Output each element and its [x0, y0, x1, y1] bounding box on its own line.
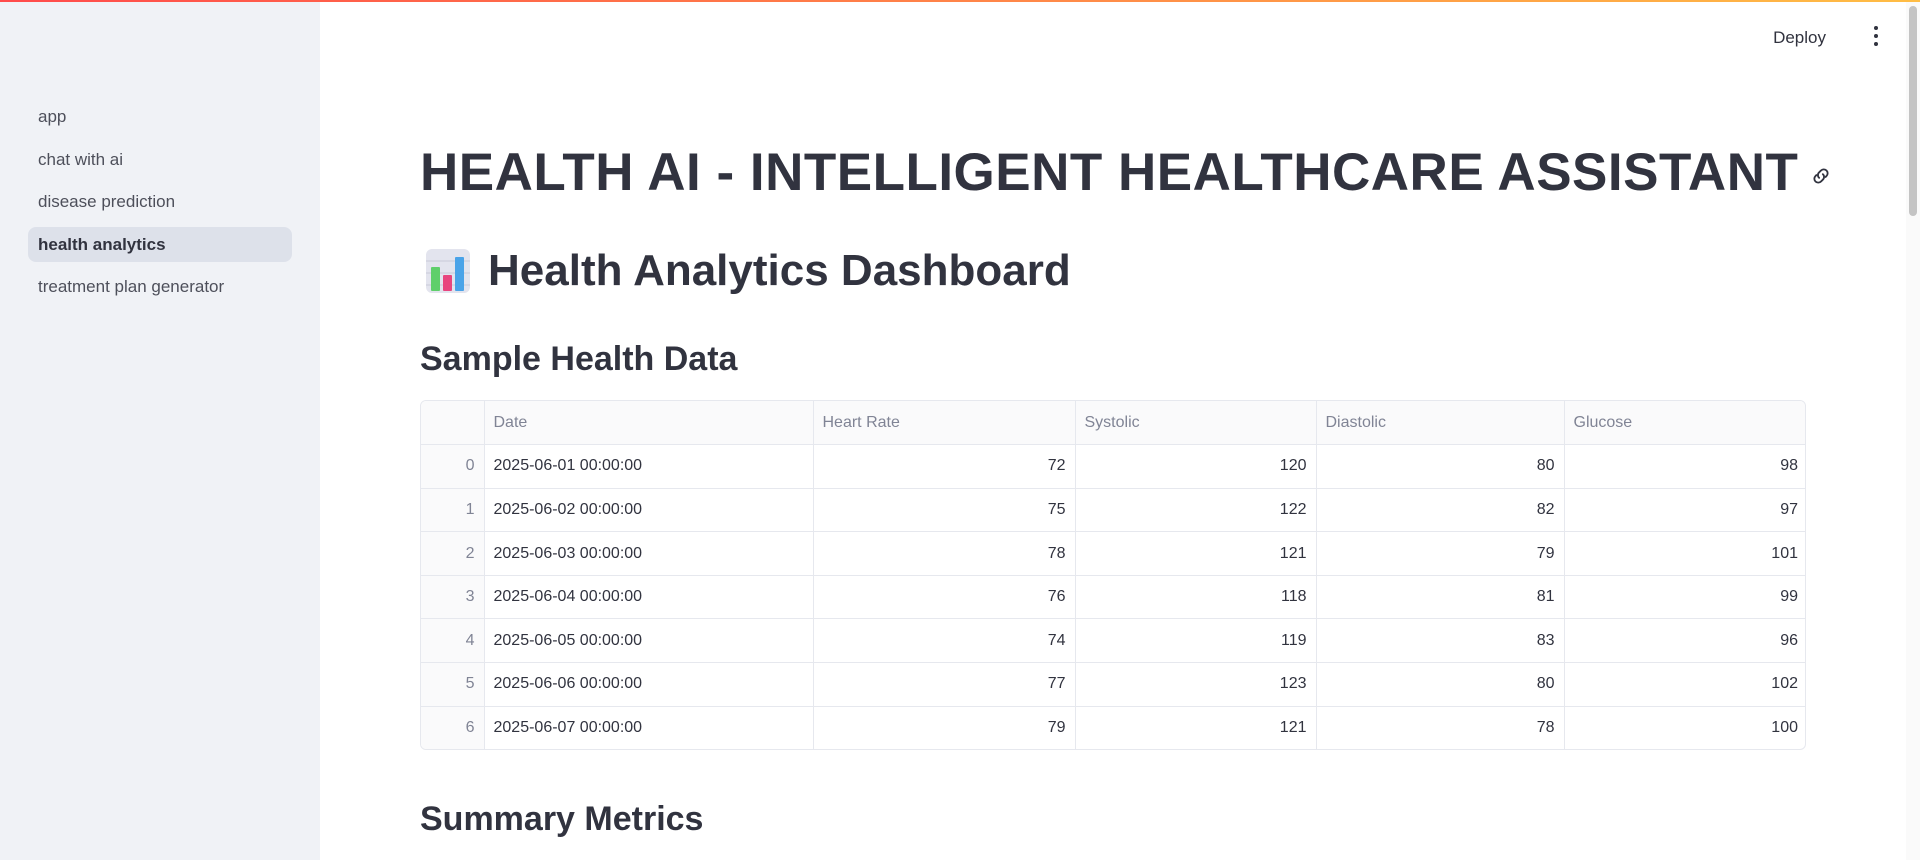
column-header-heart-rate[interactable]: Heart Rate [813, 401, 1076, 446]
cell-systolic[interactable]: 122 [1075, 488, 1317, 533]
cell-diastolic[interactable]: 81 [1316, 575, 1565, 620]
cell-systolic[interactable]: 123 [1075, 662, 1317, 707]
cell-glucose[interactable]: 98 [1564, 444, 1805, 489]
cell-systolic[interactable]: 119 [1075, 618, 1317, 664]
row-index: 4 [421, 618, 485, 664]
dashboard-heading: Health Analytics Dashboard [424, 246, 1071, 296]
cell-date[interactable]: 2025-06-04 00:00:00 [484, 575, 814, 620]
row-index: 2 [421, 531, 485, 576]
table-header-row: Date Heart Rate Systolic Diastolic Gluco… [421, 401, 1805, 446]
cell-systolic[interactable]: 121 [1075, 531, 1317, 576]
sidebar-item-disease-prediction[interactable]: disease prediction [38, 192, 176, 211]
row-index: 0 [421, 444, 485, 489]
sidebar-item-chat-with-ai[interactable]: chat with ai [38, 149, 124, 169]
sidebar: app chat with ai disease prediction heal… [0, 0, 320, 860]
cell-systolic[interactable]: 120 [1075, 444, 1317, 489]
table-row: 0 2025-06-01 00:00:00 72 120 80 98 [421, 444, 1805, 489]
table-row: 2 2025-06-03 00:00:00 78 121 79 101 [421, 531, 1805, 576]
bar-chart-icon [426, 249, 470, 293]
cell-diastolic[interactable]: 79 [1316, 531, 1565, 576]
cell-diastolic[interactable]: 83 [1316, 618, 1565, 664]
cell-glucose[interactable]: 97 [1564, 488, 1805, 533]
dashboard-heading-text: Health Analytics Dashboard [488, 246, 1071, 295]
scrollbar[interactable] [1906, 0, 1920, 860]
sample-data-heading: Sample Health Data [420, 340, 738, 378]
row-index: 5 [421, 662, 485, 707]
cell-date[interactable]: 2025-06-02 00:00:00 [484, 488, 814, 533]
sidebar-item-health-analytics[interactable]: health analytics [28, 226, 292, 262]
cell-diastolic[interactable]: 80 [1316, 444, 1565, 489]
page-title: HEALTH AI - INTELLIGENT HEALTHCARE ASSIS… [420, 142, 1832, 203]
sidebar-item-app[interactable]: app [38, 107, 67, 126]
cell-diastolic[interactable]: 78 [1316, 706, 1565, 749]
cell-heart-rate[interactable]: 78 [813, 531, 1076, 576]
row-index: 1 [421, 488, 485, 533]
table-row: 1 2025-06-02 00:00:00 75 122 82 97 [421, 488, 1805, 533]
row-index: 3 [421, 575, 485, 620]
health-data-table[interactable]: Date Heart Rate Systolic Diastolic Gluco… [420, 400, 1806, 750]
cell-heart-rate[interactable]: 79 [813, 706, 1076, 749]
column-header-glucose[interactable]: Glucose [1564, 401, 1805, 446]
cell-glucose[interactable]: 99 [1564, 575, 1805, 620]
cell-date[interactable]: 2025-06-06 00:00:00 [484, 662, 814, 707]
table-row: 4 2025-06-05 00:00:00 74 119 83 96 [421, 618, 1805, 664]
cell-heart-rate[interactable]: 75 [813, 488, 1076, 533]
page-title-text: HEALTH AI - INTELLIGENT HEALTHCARE ASSIS… [420, 143, 1799, 202]
scrollbar-thumb[interactable] [1909, 6, 1917, 216]
column-header-systolic[interactable]: Systolic [1075, 401, 1317, 446]
column-header-date[interactable]: Date [484, 401, 814, 446]
cell-date[interactable]: 2025-06-01 00:00:00 [484, 444, 814, 489]
cell-heart-rate[interactable]: 77 [813, 662, 1076, 707]
cell-glucose[interactable]: 102 [1564, 662, 1805, 707]
table-row: 3 2025-06-04 00:00:00 76 118 81 99 [421, 575, 1805, 620]
cell-heart-rate[interactable]: 76 [813, 575, 1076, 620]
cell-systolic[interactable]: 118 [1075, 575, 1317, 620]
cell-heart-rate[interactable]: 74 [813, 618, 1076, 664]
table-row: 6 2025-06-07 00:00:00 79 121 78 100 [421, 706, 1805, 749]
link-icon[interactable] [1810, 165, 1832, 187]
cell-diastolic[interactable]: 80 [1316, 662, 1565, 707]
top-accent-line [0, 0, 1920, 2]
table-row: 5 2025-06-06 00:00:00 77 123 80 102 [421, 662, 1805, 707]
column-header-index[interactable] [421, 401, 485, 446]
app-header: Deploy [1520, 0, 1920, 72]
kebab-menu-icon[interactable] [1864, 24, 1888, 48]
summary-metrics-heading: Summary Metrics [420, 800, 704, 838]
column-header-diastolic[interactable]: Diastolic [1316, 401, 1565, 446]
data-grid: Date Heart Rate Systolic Diastolic Gluco… [421, 401, 1805, 749]
row-index: 6 [421, 706, 485, 749]
cell-glucose[interactable]: 96 [1564, 618, 1805, 664]
main-content: HEALTH AI - INTELLIGENT HEALTHCARE ASSIS… [420, 0, 1829, 860]
cell-date[interactable]: 2025-06-07 00:00:00 [484, 706, 814, 749]
sidebar-item-treatment-plan-generator[interactable]: treatment plan generator [38, 277, 225, 296]
cell-heart-rate[interactable]: 72 [813, 444, 1076, 489]
cell-glucose[interactable]: 101 [1564, 531, 1805, 576]
cell-diastolic[interactable]: 82 [1316, 488, 1565, 533]
cell-date[interactable]: 2025-06-03 00:00:00 [484, 531, 814, 576]
cell-glucose[interactable]: 100 [1771, 719, 1798, 737]
cell-systolic[interactable]: 121 [1075, 706, 1317, 749]
deploy-button[interactable]: Deploy [1773, 28, 1826, 47]
cell-date[interactable]: 2025-06-05 00:00:00 [484, 618, 814, 664]
sidebar-nav: app chat with ai disease prediction heal… [28, 99, 292, 312]
